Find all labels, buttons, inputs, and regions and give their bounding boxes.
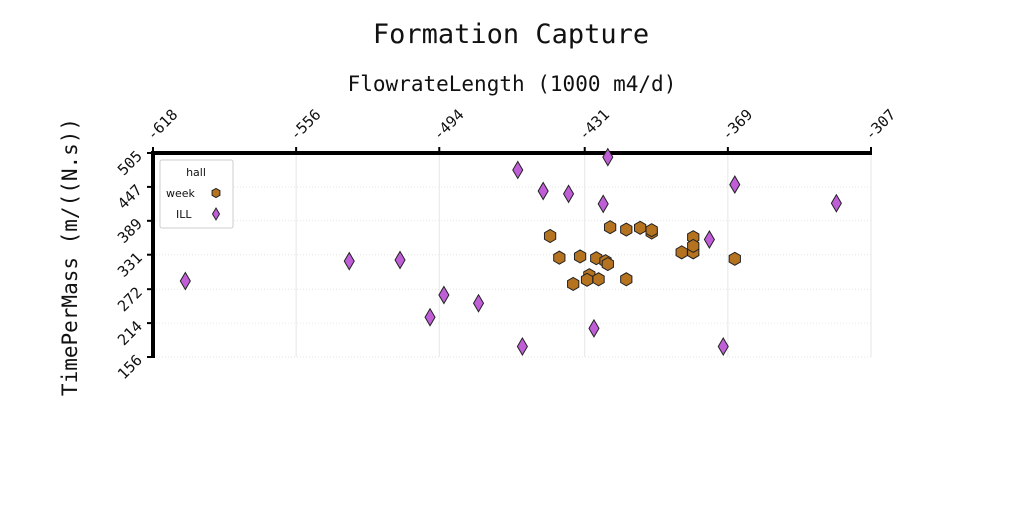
- data-points: [179, 147, 842, 356]
- ill-point: [179, 271, 191, 291]
- x-axis-label: FlowrateLength (1000 m4/d): [348, 72, 677, 96]
- week-point: [590, 251, 603, 266]
- week-point: [634, 220, 647, 235]
- y-axis-label: TimePerMass (m/((N.s)): [58, 118, 82, 396]
- x-tick-label: -556: [286, 106, 324, 144]
- y-tick-label: 389: [114, 215, 146, 247]
- y-tick-label: 331: [114, 249, 146, 281]
- week-point: [687, 238, 700, 254]
- axes: [147, 147, 872, 358]
- week-point: [675, 245, 688, 260]
- ill-point: [717, 336, 729, 356]
- legend-label-ill: ILL: [176, 208, 192, 221]
- ill-point: [830, 193, 842, 213]
- ill-point: [602, 147, 614, 167]
- legend-marker-week: [211, 187, 221, 199]
- ill-point: [472, 293, 485, 313]
- week-point: [601, 256, 614, 272]
- x-tick-label: -618: [143, 106, 181, 144]
- legend-label-week: week: [166, 187, 196, 200]
- ill-point: [512, 160, 524, 180]
- y-tick-label: 447: [114, 181, 146, 213]
- week-point: [553, 250, 566, 265]
- y-tick-label: 272: [114, 283, 146, 315]
- y-tick-label: 214: [114, 317, 146, 349]
- week-point: [573, 249, 587, 264]
- x-tick-label: -494: [429, 106, 467, 144]
- x-tick-label: -431: [575, 106, 613, 144]
- week-point: [580, 272, 594, 287]
- week-point: [620, 222, 633, 237]
- x-tick-label: -307: [861, 106, 899, 144]
- legend-marker-ill: [211, 207, 221, 221]
- ill-point: [394, 250, 406, 270]
- y-tick-label: 505: [114, 147, 146, 179]
- ill-point: [516, 336, 528, 356]
- week-point: [645, 223, 658, 238]
- week-point: [603, 220, 617, 235]
- ill-point: [343, 251, 355, 271]
- ill-point: [438, 285, 450, 305]
- x-tick-label: -369: [718, 106, 756, 144]
- ill-point: [537, 181, 549, 201]
- week-point: [567, 276, 580, 292]
- week-point: [620, 272, 633, 287]
- week-point: [592, 272, 605, 287]
- y-tick-label: 156: [114, 351, 146, 383]
- legend-title: hall: [186, 166, 206, 179]
- ill-point: [424, 307, 436, 327]
- ill-point: [729, 175, 741, 195]
- grid: [152, 152, 872, 358]
- ill-point: [588, 318, 600, 338]
- ill-point: [562, 184, 575, 204]
- week-point: [543, 228, 557, 244]
- legend: hall week ILL: [159, 159, 234, 229]
- week-point: [728, 251, 741, 266]
- x-tick-labels: -618 -556 -494 -431 -369 -307: [143, 106, 899, 144]
- ill-point: [703, 230, 715, 249]
- ill-point: [597, 194, 609, 214]
- chart-title: Formation Capture: [373, 19, 649, 50]
